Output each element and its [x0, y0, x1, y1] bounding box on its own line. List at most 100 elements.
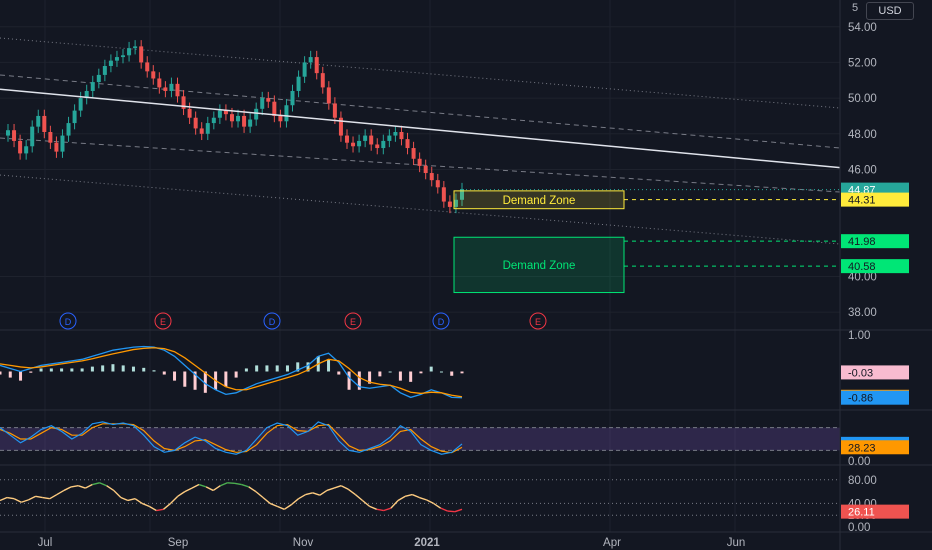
stoch-d-line[interactable] [0, 423, 463, 454]
candle-body[interactable] [30, 126, 35, 147]
candle-body[interactable] [181, 96, 186, 109]
candle-body[interactable] [248, 119, 253, 127]
candle-body[interactable] [54, 142, 59, 152]
candle-body[interactable] [302, 62, 307, 77]
candle-body[interactable] [151, 71, 156, 79]
trendline[interactable] [0, 88, 841, 169]
event-marker[interactable] [432, 312, 450, 330]
macd-pane[interactable] [0, 345, 464, 399]
stoch-pane[interactable] [0, 421, 840, 455]
candle-body[interactable] [66, 123, 71, 136]
time-axis[interactable]: Jul Sep Nov 2021 Apr Jun [38, 537, 746, 549]
candle-body[interactable] [133, 46, 138, 49]
candle-body[interactable] [447, 201, 452, 207]
price-axis[interactable]: 54.0052.0050.0048.0046.0040.0038.0044.87… [841, 22, 909, 534]
candle-body[interactable] [260, 98, 265, 109]
candle-body[interactable] [435, 180, 440, 188]
candle-body[interactable] [187, 108, 192, 118]
candle-body[interactable] [278, 115, 283, 122]
event-marker[interactable] [344, 312, 362, 330]
candle-body[interactable] [229, 114, 234, 122]
scale-button[interactable]: 5 [852, 2, 859, 14]
candle-body[interactable] [84, 90, 89, 99]
candle-body[interactable] [332, 103, 337, 118]
candle-body[interactable] [272, 101, 277, 116]
macd-signal-line[interactable] [0, 347, 463, 398]
candle-body[interactable] [217, 110, 222, 118]
candle-body[interactable] [199, 128, 204, 134]
candle-body[interactable] [381, 140, 386, 149]
candle-body[interactable] [344, 135, 349, 143]
candle-body[interactable] [139, 46, 144, 63]
candle-body[interactable] [266, 98, 271, 102]
price-pane[interactable]: Demand Zone Demand Zone D E D E D E [0, 37, 841, 330]
candle-body[interactable] [387, 135, 392, 141]
rsi-pane[interactable] [0, 479, 840, 516]
candle-body[interactable] [60, 135, 65, 152]
price-tag[interactable] [841, 234, 909, 249]
candle-body[interactable] [308, 57, 313, 63]
event-marker[interactable] [529, 312, 547, 330]
candle-body[interactable] [102, 66, 107, 75]
candle-body[interactable] [405, 139, 410, 149]
candle-body[interactable] [393, 132, 398, 136]
candle-body[interactable] [157, 78, 162, 88]
candle-body[interactable] [48, 132, 53, 143]
candle-body[interactable] [411, 148, 416, 159]
currency-button[interactable]: USD [866, 2, 914, 20]
candle-body[interactable] [90, 82, 95, 91]
candle-body[interactable] [211, 117, 216, 124]
candle-body[interactable] [6, 130, 10, 136]
candle-body[interactable] [24, 146, 29, 154]
candle-body[interactable] [417, 158, 422, 166]
stoch-value-tag[interactable] [841, 440, 909, 455]
event-marker[interactable] [154, 312, 172, 330]
candle-body[interactable] [42, 115, 47, 132]
candle-body[interactable] [363, 135, 368, 141]
candle-body[interactable] [12, 130, 17, 141]
candle-body[interactable] [169, 83, 174, 91]
macd-line[interactable] [0, 345, 463, 399]
price-tag[interactable] [841, 259, 909, 274]
candle-body[interactable] [121, 55, 126, 58]
price-tag[interactable] [841, 192, 909, 207]
candle-body[interactable] [296, 76, 301, 91]
candle-body[interactable] [18, 140, 23, 154]
candle-body[interactable] [290, 90, 295, 106]
candle-body[interactable] [423, 165, 428, 174]
macd-value-tag[interactable] [841, 390, 909, 405]
candle-body[interactable] [36, 115, 41, 127]
macd-value-tag[interactable] [841, 365, 909, 380]
candle-body[interactable] [127, 48, 132, 56]
candle-body[interactable] [193, 117, 198, 129]
candle-body[interactable] [357, 140, 362, 147]
candle-body[interactable] [108, 60, 113, 66]
candle-body[interactable] [441, 187, 446, 202]
candle-body[interactable] [284, 105, 289, 122]
candle-body[interactable] [369, 135, 374, 145]
candle-body[interactable] [320, 73, 325, 88]
event-marker[interactable] [263, 312, 281, 330]
candle-body[interactable] [145, 62, 150, 72]
candle-body[interactable] [375, 144, 380, 149]
candle-body[interactable] [175, 83, 180, 97]
event-marker[interactable] [59, 312, 77, 330]
candle-body[interactable] [314, 57, 319, 74]
candle-body[interactable] [453, 199, 458, 207]
candle-body[interactable] [236, 115, 241, 122]
candle-body[interactable] [254, 108, 259, 120]
candle-body[interactable] [223, 110, 228, 115]
candle-body[interactable] [205, 123, 210, 134]
candle-body[interactable] [429, 173, 434, 181]
demand-zone-box[interactable] [453, 236, 625, 294]
candle-body[interactable] [460, 189, 464, 200]
candle-body[interactable] [78, 98, 83, 111]
candle-body[interactable] [351, 142, 356, 147]
candle-body[interactable] [72, 110, 77, 124]
candle-body[interactable] [114, 57, 119, 61]
candle-body[interactable] [163, 87, 168, 91]
stoch-k-line[interactable] [0, 421, 463, 455]
candle-body[interactable] [326, 87, 331, 104]
rsi-value-tag[interactable] [841, 504, 909, 519]
